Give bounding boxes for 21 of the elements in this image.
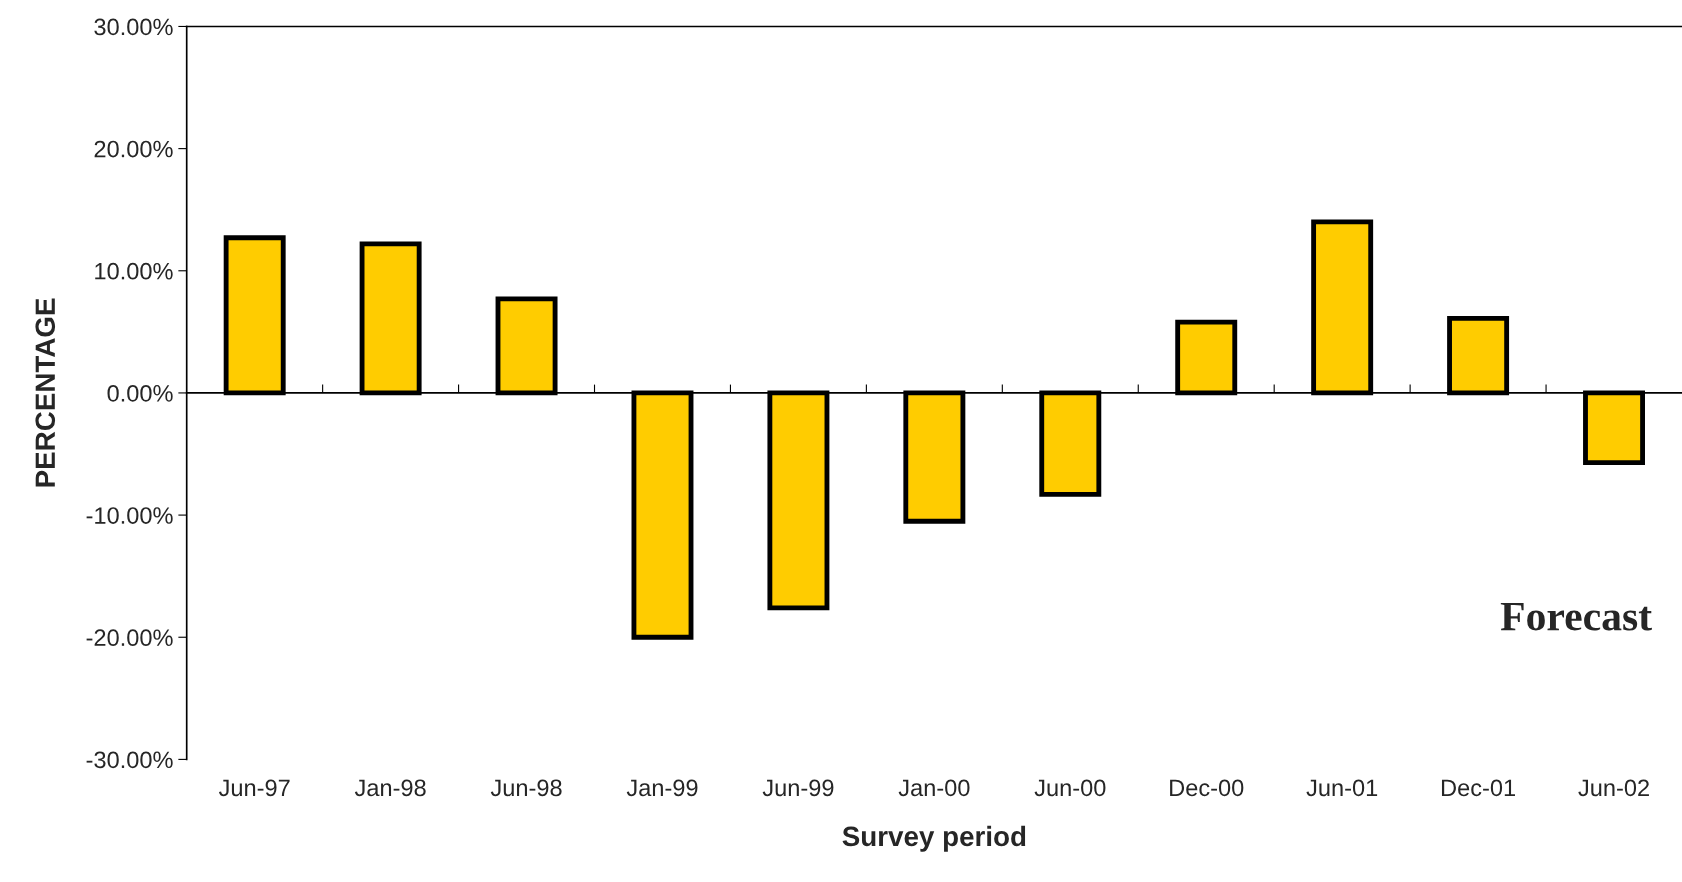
y-axis-title: PERCENTAGE bbox=[35, 298, 56, 487]
x-tick-label: Dec-01 bbox=[1441, 779, 1515, 797]
x-tick-label: Jun-02 bbox=[1578, 779, 1649, 797]
y-tick-label: -20.00% bbox=[86, 629, 173, 647]
y-tick-label: 10.00% bbox=[95, 262, 173, 280]
x-tick-label: Jan-00 bbox=[898, 779, 970, 797]
x-tick-label: Dec-00 bbox=[1170, 779, 1244, 797]
y-tick-label: -10.00% bbox=[86, 507, 173, 524]
x-tick-label: Jan-99 bbox=[626, 779, 698, 797]
y-tick-label: 20.00% bbox=[94, 140, 173, 158]
x-axis-title: Survey period bbox=[842, 825, 1026, 852]
annotation: Forecast bbox=[1500, 602, 1652, 631]
x-tick-label: Jan-98 bbox=[354, 779, 426, 797]
y-tick-label: 30.00% bbox=[94, 18, 173, 36]
x-tick-label: Jun-00 bbox=[1034, 779, 1106, 797]
x-tick-label: Jun-98 bbox=[490, 779, 562, 797]
x-tick-label: Jun-97 bbox=[218, 779, 290, 797]
y-tick-label: 0.00% bbox=[107, 385, 173, 402]
x-tick-label: Jun-01 bbox=[1306, 779, 1378, 797]
y-tick-label: -30.00% bbox=[86, 751, 173, 769]
x-tick-label: Jun-99 bbox=[762, 779, 834, 797]
